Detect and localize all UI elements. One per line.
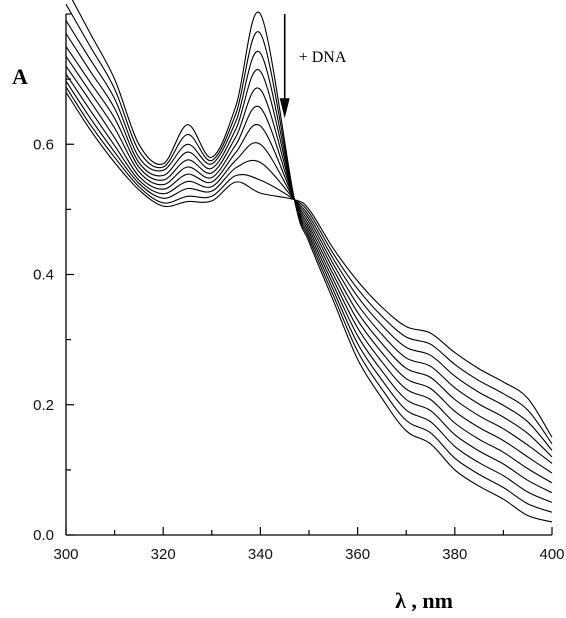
y-axis-title: A <box>12 64 28 89</box>
spectrum-curve-2 <box>65 3 553 513</box>
x-tick-label-400: 400 <box>539 546 564 563</box>
tick-marks <box>65 13 553 536</box>
spectrum-curve-9 <box>65 80 553 451</box>
spectrum-curve-10 <box>65 86 553 445</box>
spectrum-curve-4 <box>65 33 553 494</box>
x-tick-label-360: 360 <box>345 546 370 563</box>
y-tick-label-0.4: 0.4 <box>33 267 54 284</box>
spectrum-curve-1 <box>71 0 553 523</box>
x-axis-title: λ , nm <box>395 588 453 613</box>
y-tick-label-0.2: 0.2 <box>33 397 54 414</box>
x-tick-label-320: 320 <box>151 546 176 563</box>
y-tick-label-0.6: 0.6 <box>33 136 54 153</box>
tick-labels: 300 320 340 360 380 400 0.0 0.2 0.4 0.6 <box>33 136 564 563</box>
dna-arrow-annotation: + DNA <box>279 14 347 119</box>
arrow-head <box>279 98 290 119</box>
spectrum-curve-3 <box>65 20 553 503</box>
axes <box>65 14 552 536</box>
spectrum-curves <box>65 0 553 523</box>
spectrum-curve-11 <box>65 91 553 438</box>
spectrum-curve-6 <box>65 55 553 474</box>
spectrum-curve-5 <box>65 46 553 484</box>
dna-annotation-label: + DNA <box>299 49 347 66</box>
x-tick-label-300: 300 <box>53 546 78 563</box>
spectrum-curve-8 <box>65 73 553 458</box>
spectrum-curve-7 <box>65 65 553 464</box>
y-tick-label-0: 0.0 <box>33 527 54 544</box>
x-tick-label-340: 340 <box>248 546 273 563</box>
x-tick-label-380: 380 <box>442 546 467 563</box>
